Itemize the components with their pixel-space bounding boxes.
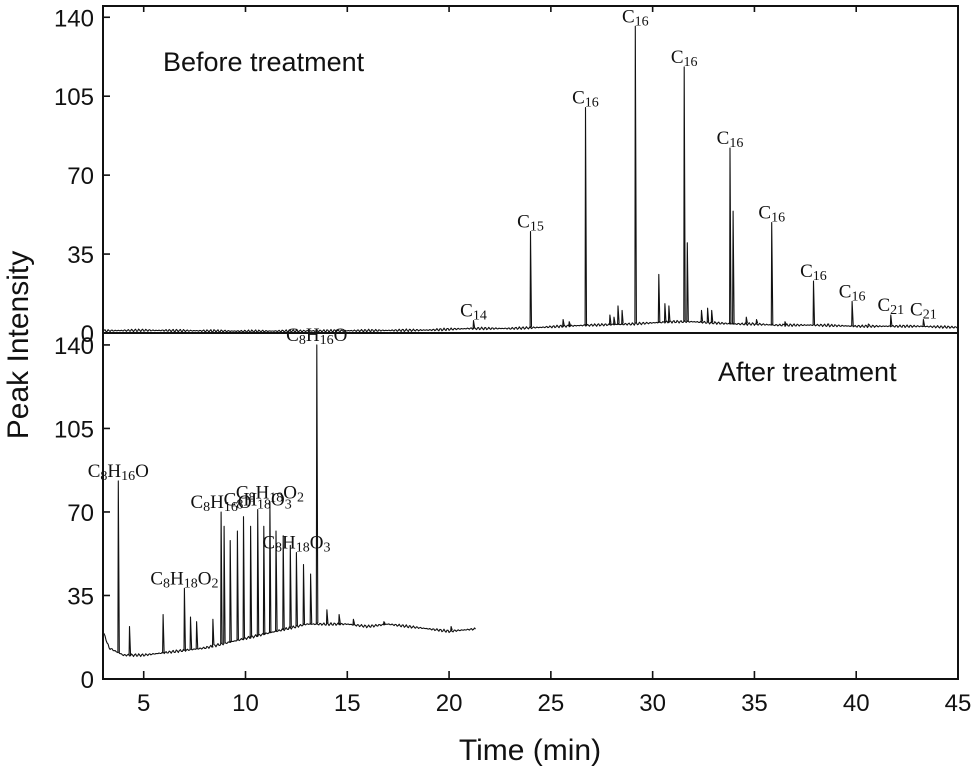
peak-label: C8H18O3 (262, 533, 330, 556)
after-treatment-trace-group (102, 344, 476, 658)
peak-label: C16 (839, 281, 866, 304)
peak-label: C8H18O2 (150, 568, 218, 591)
y-tick-label: 70 (67, 163, 94, 190)
x-tick-label: 15 (334, 690, 361, 717)
after-treatment-panel: C8H16OC8H18O2C8H16OC8H18O3C8H18O2C8H18O3… (54, 325, 897, 694)
after-treatment-frame (102, 332, 959, 680)
peak-label: C8H18O3 (224, 490, 292, 513)
x-tick-label: 25 (538, 690, 565, 717)
peak-label: C8H16O (190, 492, 251, 515)
x-tick-label: 35 (741, 690, 768, 717)
y-tick-label: 105 (54, 84, 94, 111)
y-tick-label: 70 (67, 500, 94, 527)
after-treatment-peak-labels: C8H16OC8H18O2C8H16OC8H18O3C8H18O2C8H18O3… (88, 325, 348, 591)
peak-label: C14 (460, 301, 487, 324)
peak-label: C16 (572, 87, 599, 110)
after-treatment-title: After treatment (718, 357, 897, 387)
peak-label: C16 (671, 47, 698, 70)
after-treatment-trace (102, 344, 476, 658)
x-tick-label: 5 (137, 690, 150, 717)
y-tick-label: 105 (54, 416, 94, 443)
x-axis-title: Time (min) (459, 734, 601, 767)
y-tick-label: 0 (81, 321, 94, 348)
y-tick-label: 140 (54, 5, 94, 32)
peak-label: C8H18O2 (236, 482, 304, 505)
x-tick-label: 40 (843, 690, 870, 717)
peak-label: C16 (758, 202, 785, 225)
before-treatment-y-ticks: 0 35 70 105 140 (54, 5, 110, 348)
before-treatment-panel: C14 C15 C16 C16 C16 C16 C16 C16 C16 C21 C21 0 35 70 1… (54, 5, 959, 348)
y-tick-label: 35 (67, 583, 94, 610)
y-tick-label: 140 (54, 333, 94, 360)
peak-label: C16 (622, 6, 649, 29)
peak-label: C21 (910, 299, 937, 322)
peak-label: C15 (517, 212, 544, 235)
x-tick-label: 20 (436, 690, 463, 717)
after-treatment-y-ticks: 0 35 70 105 140 (54, 333, 110, 694)
peak-label: C8H16O (88, 461, 149, 484)
before-treatment-title: Before treatment (163, 47, 365, 77)
before-treatment-peak-labels: C14 C15 C16 C16 C16 C16 C16 C16 C16 C21 C21 (460, 6, 937, 323)
y-axis-title: Peak Intensity (2, 251, 35, 439)
peak-label: C21 (877, 295, 904, 318)
x-axis-ticks: 5 10 15 20 25 30 35 40 45 (137, 6, 971, 717)
x-tick-label: 45 (945, 690, 972, 717)
x-tick-label: 30 (639, 690, 666, 717)
x-tick-label: 10 (232, 690, 259, 717)
y-tick-label: 0 (81, 667, 94, 694)
peak-label: C16 (717, 128, 744, 151)
y-tick-label: 35 (67, 242, 94, 269)
peak-label: C8H16O (286, 325, 347, 348)
peak-label: C16 (800, 261, 827, 284)
